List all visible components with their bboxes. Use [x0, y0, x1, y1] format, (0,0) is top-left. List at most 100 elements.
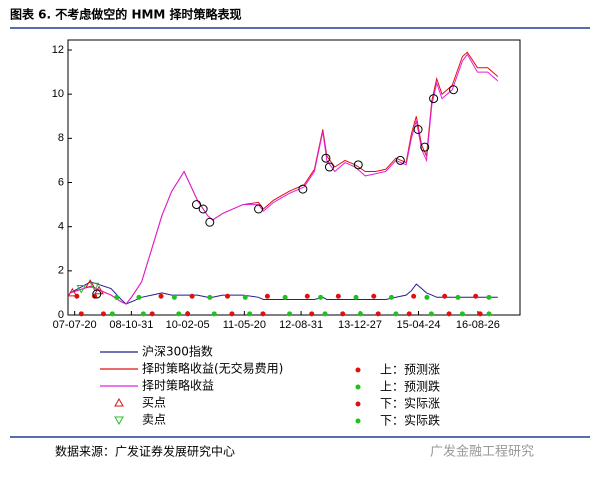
legend-label: 上：预测跌 — [380, 379, 440, 394]
legend-label: 买点 — [142, 396, 166, 410]
x-tick-label: 16-08-26 — [456, 319, 500, 331]
signal-dot — [318, 294, 324, 300]
switch-point — [420, 142, 430, 152]
trade-point — [89, 282, 100, 292]
signal-dot — [78, 311, 84, 317]
signal-dot — [136, 294, 142, 300]
signal-dot — [406, 311, 412, 317]
switch-point — [254, 204, 264, 214]
signal-dot — [375, 311, 381, 317]
signal-dot — [114, 294, 120, 300]
signal-dot — [211, 311, 217, 317]
signal-dot — [171, 294, 177, 300]
legend-label: 下：实际跌 — [380, 413, 440, 428]
signal-dot — [140, 311, 146, 317]
legend-swatch — [114, 397, 124, 407]
source: 数据来源：广发证券发展研究中心 — [55, 444, 235, 459]
x-tick-label: 11-05-20 — [223, 319, 266, 331]
switch-point — [324, 162, 334, 172]
legend-swatch — [114, 416, 124, 426]
signal-dot — [335, 293, 341, 299]
x-tick-label: 12-08-31 — [279, 319, 323, 331]
signal-dot — [189, 293, 195, 299]
y-tick-label: 12 — [52, 44, 64, 56]
signal-dot — [455, 294, 461, 300]
trade-point — [67, 287, 78, 297]
switch-point — [298, 184, 308, 194]
legend-swatch — [355, 384, 361, 390]
signal-dot — [486, 311, 492, 317]
signal-dot — [371, 293, 377, 299]
legend-label: 沪深300指数 — [142, 344, 213, 359]
signal-dot — [282, 294, 288, 300]
signal-dot — [260, 311, 266, 317]
signal-dot — [304, 293, 310, 299]
signal-dot — [225, 293, 231, 299]
y-tick-label: 0 — [58, 309, 64, 321]
switch-point — [395, 155, 405, 165]
signal-dot — [393, 311, 399, 317]
chart-title: 图表 6. 不考虑做空的 HMM 择时策略表现 — [10, 7, 242, 22]
signal-dot — [357, 311, 363, 317]
series-line — [70, 51, 499, 305]
legend-swatch — [355, 367, 361, 373]
switch-point — [413, 125, 423, 134]
signal-dot — [109, 311, 115, 317]
signal-dot — [158, 293, 164, 299]
switch-point — [353, 160, 363, 170]
signal-dot — [309, 311, 315, 317]
trade-point — [76, 285, 87, 294]
switch-point — [92, 289, 102, 299]
legend-label: 择时策略收益 — [142, 378, 214, 393]
signal-dot — [459, 311, 465, 317]
signal-dot — [149, 311, 155, 317]
y-tick-label: 6 — [58, 176, 64, 188]
signal-dot — [264, 293, 270, 299]
legend-swatch — [355, 418, 361, 424]
signal-dot — [185, 311, 191, 317]
signal-dot — [388, 294, 394, 300]
signal-dot — [176, 311, 182, 317]
signal-dot — [442, 293, 448, 299]
x-tick-label: 08-10-31 — [109, 319, 153, 331]
y-tick-label: 2 — [58, 265, 64, 277]
signal-dot — [242, 294, 248, 300]
signal-dot — [473, 293, 479, 299]
x-tick-label: 15-04-24 — [396, 319, 440, 331]
x-tick-label: 10-02-05 — [166, 319, 210, 331]
signal-dot — [340, 311, 346, 317]
y-tick-label: 10 — [52, 88, 64, 100]
signal-dot — [486, 294, 492, 300]
y-tick-label: 8 — [58, 132, 64, 144]
legend-label: 择时策略收益(无交易费用) — [142, 361, 283, 376]
watermark: 广发金融工程研究 — [430, 444, 534, 460]
series-line — [70, 53, 499, 305]
signal-dot — [322, 311, 328, 317]
switch-point — [321, 153, 331, 163]
signal-dot — [207, 294, 213, 300]
switch-point — [429, 94, 439, 104]
signal-dot — [100, 311, 106, 317]
signal-dot — [424, 294, 430, 300]
signal-dot — [428, 311, 434, 317]
switch-point — [198, 204, 208, 214]
legend-label: 上：预测涨 — [380, 362, 440, 377]
x-tick-label: 07-07-20 — [53, 319, 97, 331]
signal-dot — [229, 311, 235, 317]
legend-label: 下：实际涨 — [380, 396, 440, 411]
signal-dot — [477, 311, 483, 317]
plot-frame — [67, 39, 521, 316]
y-tick-label: 4 — [58, 221, 64, 233]
x-tick-label: 13-12-27 — [338, 319, 382, 331]
signal-dot — [247, 311, 253, 317]
signal-dot — [353, 294, 359, 300]
switch-point — [449, 85, 459, 95]
signal-dot — [287, 311, 293, 317]
signal-dot — [411, 293, 417, 299]
switch-point — [192, 200, 202, 210]
signal-dot — [446, 311, 452, 317]
legend-swatch — [355, 401, 361, 407]
legend-label: 卖点 — [142, 413, 166, 427]
switch-point — [205, 217, 215, 227]
